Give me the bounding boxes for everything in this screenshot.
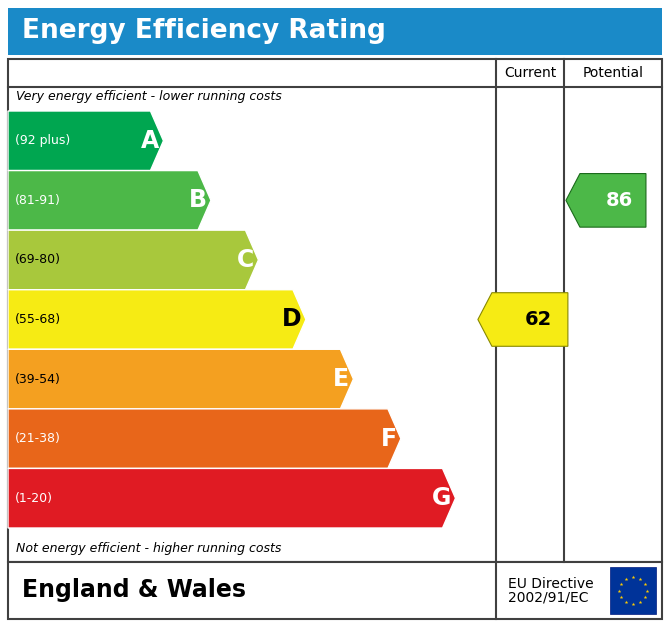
Polygon shape (8, 409, 401, 468)
Text: G: G (432, 486, 452, 510)
Text: 62: 62 (524, 310, 551, 329)
Text: (69-80): (69-80) (15, 253, 61, 266)
Text: (55-68): (55-68) (15, 313, 61, 326)
Text: Current: Current (504, 66, 556, 80)
Bar (8, 8, 662, 55)
Text: A: A (141, 129, 159, 153)
Text: Potential: Potential (582, 66, 643, 80)
Polygon shape (566, 174, 646, 227)
Text: Not energy efficient - higher running costs: Not energy efficient - higher running co… (16, 542, 281, 555)
Polygon shape (8, 349, 353, 409)
Polygon shape (8, 111, 163, 171)
Text: (1-20): (1-20) (15, 492, 53, 505)
Text: F: F (381, 426, 397, 451)
Text: C: C (237, 248, 255, 272)
Text: (92 plus): (92 plus) (15, 134, 70, 147)
Bar (8, 59, 662, 562)
Bar (8, 562, 662, 619)
Polygon shape (8, 230, 259, 290)
Text: (39-54): (39-54) (15, 372, 61, 386)
Text: D: D (282, 307, 302, 332)
Text: (21-38): (21-38) (15, 432, 61, 445)
Text: EU Directive: EU Directive (508, 577, 594, 591)
Polygon shape (8, 290, 306, 349)
Polygon shape (8, 468, 456, 528)
Text: England & Wales: England & Wales (22, 579, 246, 603)
Text: Very energy efficient - lower running costs: Very energy efficient - lower running co… (16, 90, 282, 103)
Text: 86: 86 (605, 191, 632, 210)
Text: E: E (333, 367, 350, 391)
Text: B: B (189, 188, 207, 213)
Polygon shape (8, 171, 211, 230)
Text: 2002/91/EC: 2002/91/EC (508, 591, 588, 604)
Text: (81-91): (81-91) (15, 194, 61, 207)
Bar (610, 567, 656, 614)
Polygon shape (478, 293, 568, 346)
Text: Energy Efficiency Rating: Energy Efficiency Rating (22, 19, 386, 45)
